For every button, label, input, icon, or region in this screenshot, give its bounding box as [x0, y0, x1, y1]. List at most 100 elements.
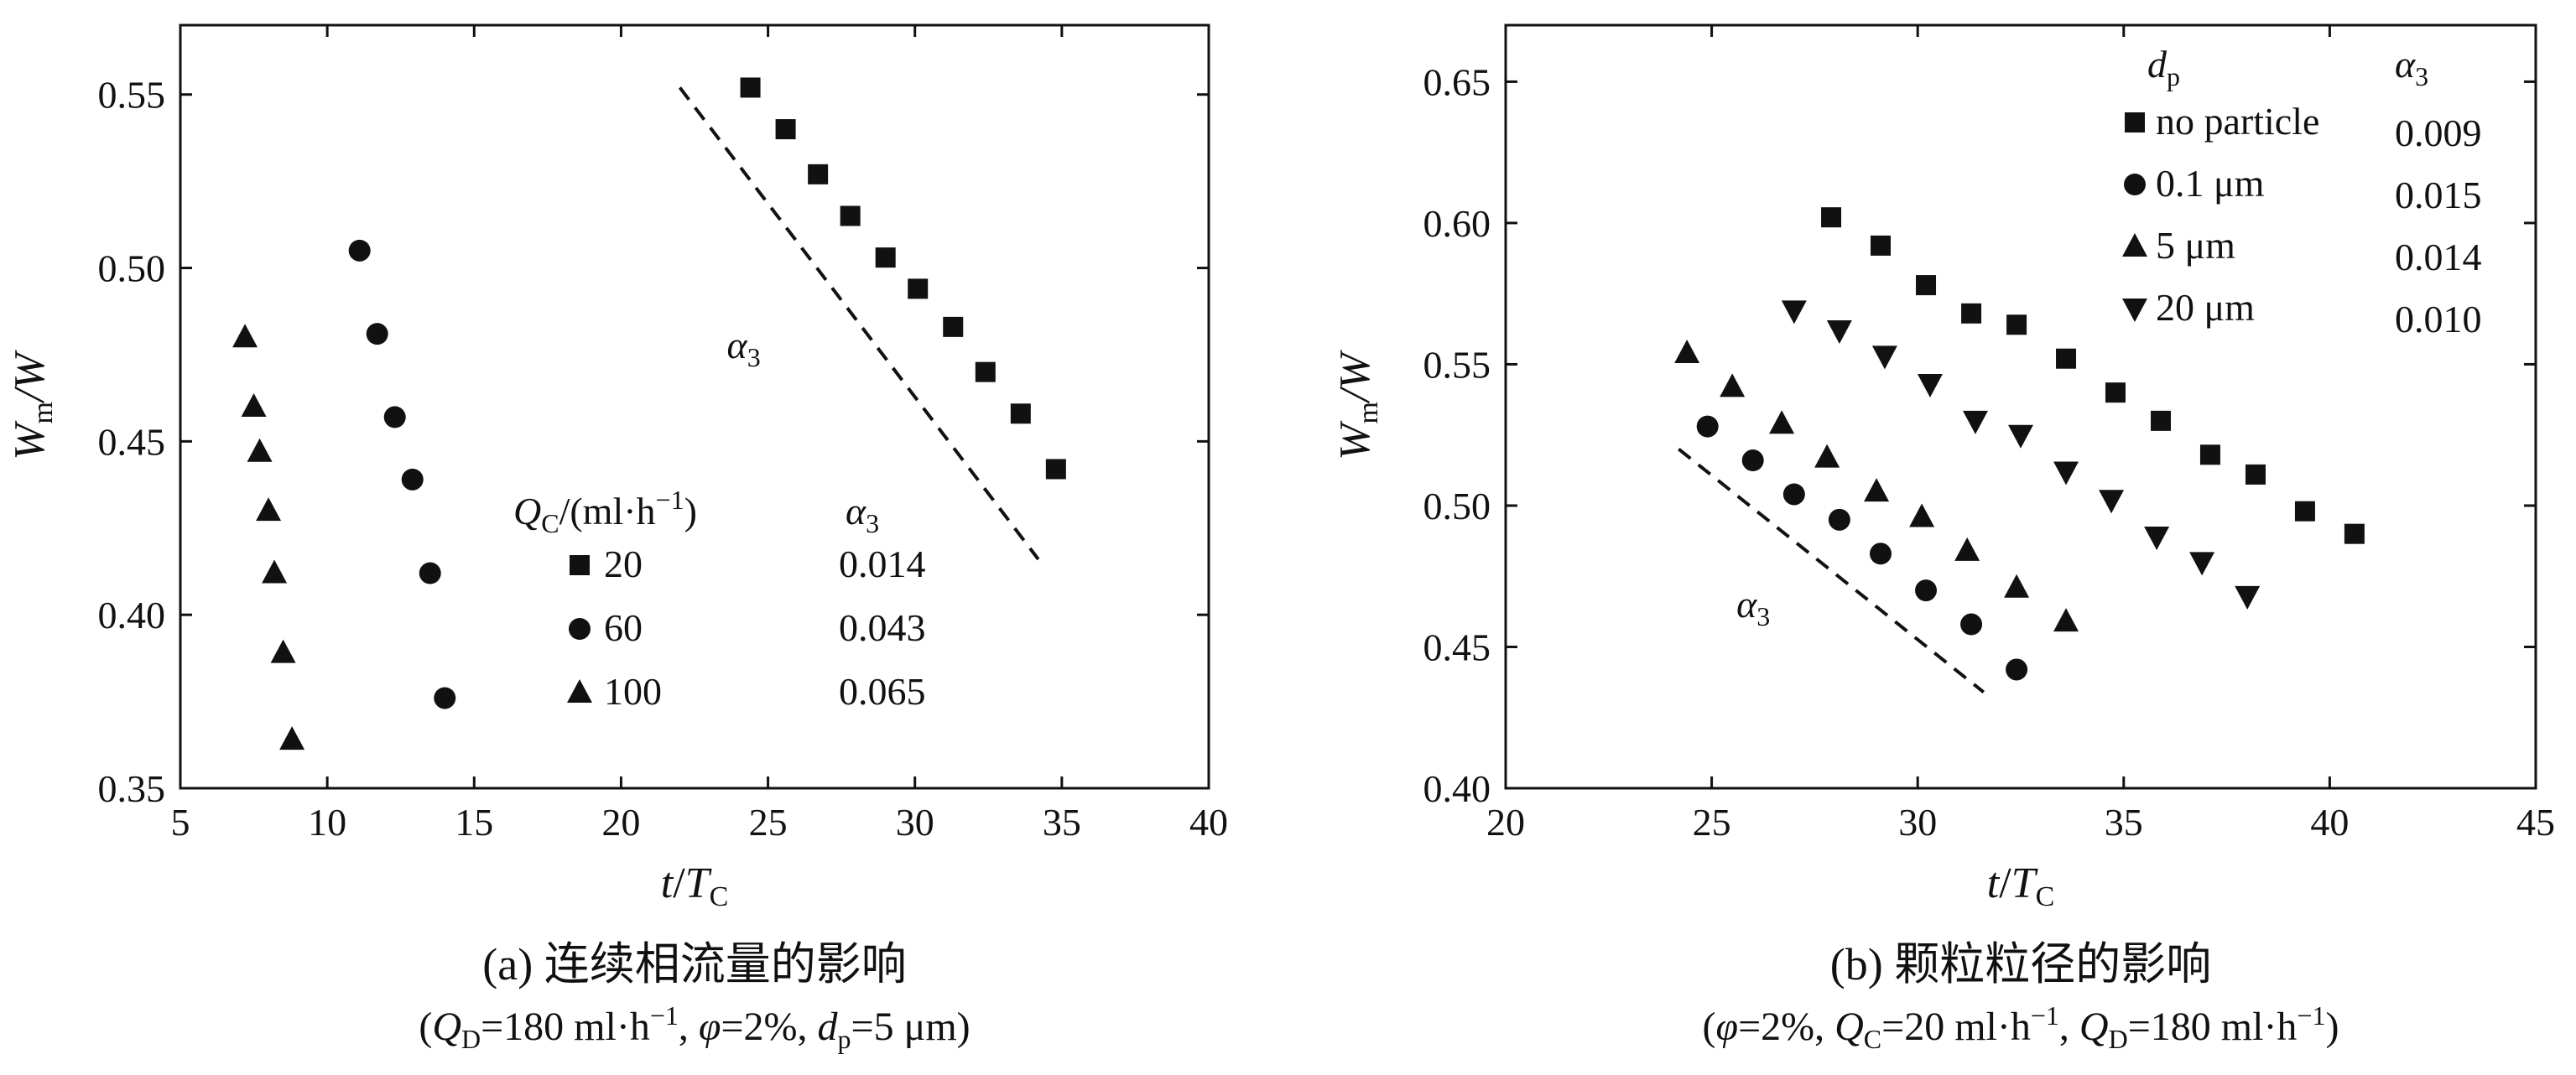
data-point-square [2056, 348, 2077, 369]
data-point-triangle-down [1871, 345, 1897, 370]
data-point-square [908, 278, 929, 299]
legend-label: no particle [2156, 100, 2319, 143]
y-axis-ticks-a: 0.35 0.40 0.45 0.50 0.55 [98, 74, 1209, 810]
data-point-triangle-down [1962, 410, 1988, 434]
x-axis-label-a: t/TC [661, 859, 729, 912]
legend-b: dp α3 no particle 0.009 0.1 μm 0.015 5 μm 0.0… [2122, 43, 2482, 340]
data-point-circle [434, 687, 456, 709]
y-tick-label: 0.50 [1423, 485, 1491, 527]
legend-row: 20 0.014 [570, 543, 926, 585]
data-point-triangle [1864, 478, 1890, 502]
x-tick-label: 30 [896, 801, 934, 844]
x-tick-label: 40 [1189, 801, 1228, 844]
legend-row: 60 0.043 [569, 606, 926, 649]
data-point-triangle [270, 639, 296, 663]
panel-a: 5 10 15 20 25 30 35 40 0.350.400.450.500.55 α3 … [6, 23, 1228, 912]
legend-marker-circle [2124, 174, 2146, 195]
y-tick-label: 0.45 [98, 420, 166, 463]
data-point-circle [348, 239, 371, 262]
data-point-circle [366, 323, 388, 345]
legend-marker-triangle [2122, 233, 2147, 257]
data-point-square [808, 164, 829, 184]
legend-alpha3-value: 0.043 [839, 606, 926, 649]
guide-line-b [1678, 447, 1985, 693]
legend-row: 20 μm 0.010 [2122, 286, 2482, 340]
x-tick-label: 35 [1043, 801, 1081, 844]
x-axis-ticks-a: 5 10 15 20 25 30 35 40 [171, 25, 1228, 844]
caption-title-b: (b) 颗粒粒径的影响 [1830, 939, 2211, 989]
data-point-square [2245, 464, 2266, 485]
legend-alpha3-value: 0.065 [839, 670, 926, 713]
x-tick-label: 20 [601, 801, 640, 844]
data-point-square [1045, 459, 1066, 480]
y-tick-label: 0.55 [98, 74, 166, 117]
legend-a: QC/(ml·h−1) α3 20 0.014 60 0.043 100 0.065 [513, 485, 926, 713]
data-point-square [943, 316, 964, 337]
legend-row: no particle 0.009 [2125, 100, 2482, 154]
data-point-square [1010, 403, 1031, 424]
plot-frame-b [1504, 23, 2537, 790]
data-point-square [1961, 303, 1982, 324]
y-axis-label-a: Wm/W [6, 350, 59, 460]
data-point-square [775, 119, 796, 140]
data-point-triangle [1909, 503, 1935, 527]
legend-alpha3-value: 0.014 [839, 543, 926, 585]
legend-row: 100 0.065 [567, 670, 926, 713]
x-axis-label-b: t/TC [1987, 859, 2055, 912]
y-tick-label: 0.35 [98, 767, 166, 810]
data-point-triangle-down [2099, 490, 2125, 514]
legend-label: 20 μm [2156, 286, 2255, 329]
legend-alpha3-value: 0.010 [2395, 298, 2482, 340]
legend-header-b: dp [2147, 43, 2180, 91]
legend-marker-circle [569, 618, 591, 640]
legend-header-a: QC/(ml·h−1) [513, 485, 697, 538]
x-tick-label: 30 [1898, 801, 1937, 844]
legend-label: 0.1 μm [2156, 162, 2265, 205]
data-point-triangle-down [1917, 374, 1943, 398]
y-tick-label: 0.65 [1423, 60, 1491, 103]
legend-label: 20 [604, 543, 643, 585]
legend-row: 5 μm 0.014 [2122, 224, 2482, 278]
data-point-circle [1869, 543, 1892, 565]
data-point-triangle-down [2053, 461, 2079, 486]
legend-alpha3-value: 0.014 [2395, 236, 2482, 278]
data-point-square [740, 77, 761, 98]
data-point-square [2151, 410, 2172, 431]
data-point-triangle [256, 497, 282, 522]
data-point-triangle [279, 726, 305, 750]
data-point-circle [2006, 658, 2028, 681]
data-point-circle [401, 468, 424, 491]
data-point-triangle [262, 559, 288, 584]
x-tick-label: 25 [1693, 801, 1731, 844]
data-point-square [2199, 444, 2220, 465]
data-point-square [875, 247, 896, 268]
data-point-triangle-down [1781, 300, 1807, 325]
data-point-square [1870, 235, 1891, 256]
legend-row: 0.1 μm 0.015 [2124, 162, 2482, 216]
data-point-square [1821, 207, 1842, 228]
data-point-square [2294, 501, 2315, 522]
data-point-triangle [1954, 537, 1980, 561]
data-point-triangle [1674, 339, 1700, 363]
data-point-triangle-down [2144, 527, 2170, 551]
alpha3-annotation-a: α3 [727, 324, 761, 372]
legend-label: 100 [604, 670, 662, 713]
legend-marker-triangle-down [2122, 299, 2147, 322]
caption-title-a: (a) 连续相流量的影响 [482, 939, 906, 989]
data-point-triangle-down [1826, 320, 1852, 344]
data-point-square [2105, 382, 2126, 403]
data-point-square [1916, 275, 1937, 296]
data-point-circle [1741, 449, 1764, 472]
legend-label: 5 μm [2156, 224, 2235, 267]
x-tick-label: 20 [1486, 801, 1525, 844]
legend-marker-square [570, 555, 590, 575]
data-point-triangle [247, 438, 273, 462]
legend-label: 60 [604, 606, 643, 649]
y-axis-ticks-b: 0.40 0.45 0.50 0.55 0.60 0.65 [1423, 60, 2536, 810]
data-point-circle [1960, 613, 1983, 636]
legend-alpha-header-b: α3 [2395, 43, 2428, 91]
caption-conditions-a: (QD=180 ml·h−1, φ=2%, dp=5 μm) [419, 1000, 970, 1054]
y-tick-label: 0.40 [1423, 767, 1491, 810]
x-axis-ticks-b: 20 25 30 35 40 45 [1486, 25, 2555, 844]
